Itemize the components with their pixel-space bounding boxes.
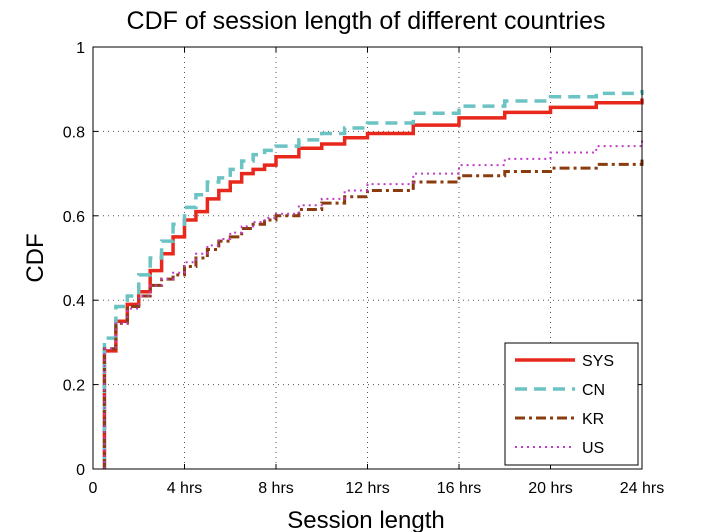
y-tick-label: 0 bbox=[76, 462, 85, 479]
legend-label-cn: CN bbox=[582, 382, 605, 399]
legend-label-sys: SYS bbox=[582, 353, 614, 370]
series-line-cn bbox=[102, 90, 644, 469]
y-tick-label: 0.4 bbox=[63, 293, 85, 310]
x-axis-label: Session length bbox=[287, 507, 444, 532]
y-tick-label: 0.6 bbox=[63, 209, 85, 226]
legend: SYS CN KR US bbox=[504, 342, 639, 466]
x-tick-label: 8 hrs bbox=[258, 480, 294, 497]
legend-box bbox=[504, 342, 639, 466]
legend-label-kr: KR bbox=[582, 411, 604, 428]
y-tick-label: 0.8 bbox=[63, 124, 85, 141]
chart-title: CDF of session length of different count… bbox=[127, 7, 606, 35]
legend-label-us: US bbox=[582, 440, 604, 457]
y-tick-label: 0.2 bbox=[63, 378, 85, 395]
x-tick-label: 24 hrs bbox=[620, 480, 664, 497]
y-tick-label: 1 bbox=[76, 40, 85, 57]
y-axis-label: CDF bbox=[22, 233, 49, 282]
series-line-us bbox=[103, 140, 643, 469]
axis-ticks: 0 4 hrs 8 hrs 12 hrs 16 hrs 20 hrs 24 hrs 0 0.2 0… bbox=[63, 40, 664, 497]
x-tick-label: 16 hrs bbox=[437, 480, 481, 497]
series-group bbox=[102, 90, 644, 469]
x-tick-label: 4 hrs bbox=[167, 480, 203, 497]
x-tick-label: 12 hrs bbox=[345, 480, 389, 497]
x-tick-label: 20 hrs bbox=[528, 480, 572, 497]
x-tick-label: 0 bbox=[89, 480, 98, 497]
